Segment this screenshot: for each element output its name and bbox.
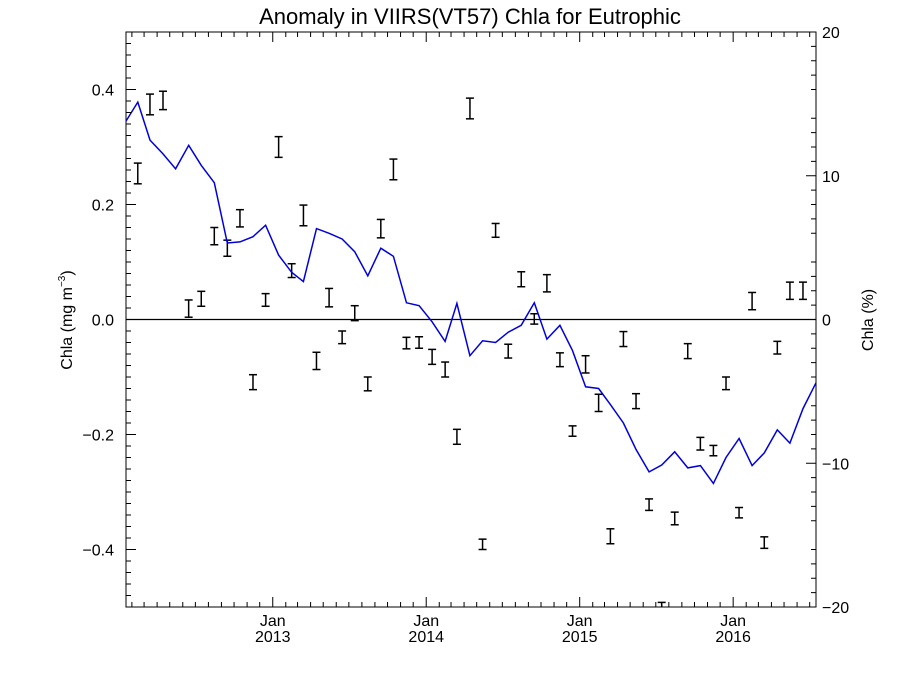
- left-tick-label: −0.4: [82, 543, 114, 560]
- plot-area: [125, 31, 817, 608]
- errorbar-point: [197, 290, 206, 308]
- left-axis-label: Chla (mg m−3): [57, 270, 76, 369]
- errorbar-point: [415, 336, 424, 349]
- left-axis-label-superscript: −3: [57, 275, 68, 287]
- errorbar-point: [696, 436, 705, 451]
- right-tick-label: −10: [822, 456, 849, 473]
- errorbar-point: [389, 158, 398, 181]
- errorbar-point: [235, 208, 244, 228]
- x-tick-year-label: 2014: [408, 629, 444, 646]
- errorbar-point: [606, 528, 615, 545]
- errorbar-point: [491, 222, 500, 239]
- x-tick-month-label: Jan: [720, 613, 746, 630]
- x-tick-month-label: Jan: [413, 613, 439, 630]
- errorbar-point: [760, 536, 769, 550]
- x-tick-month-label: Jan: [260, 613, 286, 630]
- errorbar-point: [773, 340, 782, 355]
- errorbar-point: [581, 354, 590, 374]
- left-tick-label: 0.4: [92, 83, 114, 100]
- errorbar-point: [159, 90, 168, 111]
- errorbar-point: [338, 330, 347, 345]
- x-tick-month-label: Jan: [567, 613, 593, 630]
- errorbar-point: [478, 538, 487, 551]
- errorbar-point: [670, 511, 679, 526]
- errorbar-point: [683, 342, 692, 360]
- errorbar-point: [210, 226, 219, 246]
- right-tick-label: 10: [822, 169, 840, 186]
- errorbar-point: [530, 313, 539, 325]
- right-axis: 20 10 0 −10 −20: [806, 25, 849, 617]
- errorbar-point: [722, 376, 731, 391]
- anomaly-series-line: [125, 100, 817, 485]
- errorbar-point: [248, 373, 257, 391]
- left-axis-label-base: Chla (mg m: [59, 287, 76, 370]
- left-axis: 0.4 0.2 0.0 −0.2 −0.4: [82, 31, 136, 608]
- x-tick-year-label: 2015: [562, 629, 598, 646]
- errorbar-point: [504, 343, 513, 359]
- errorbar-point: [555, 352, 564, 368]
- errorbar-point: [133, 162, 142, 185]
- errorbar-point: [402, 336, 411, 350]
- x-tick-year-label: 2016: [715, 629, 751, 646]
- errorbar-point: [312, 351, 321, 371]
- errorbar-point: [542, 273, 551, 293]
- right-axis-label: Chla (%): [860, 289, 877, 351]
- errorbar-point: [274, 135, 283, 159]
- errorbar-series: [133, 90, 807, 607]
- errorbar-point: [325, 287, 334, 308]
- right-tick-label: 0: [822, 313, 831, 330]
- errorbar-point: [363, 376, 372, 392]
- errorbar-point: [350, 304, 359, 322]
- left-tick-label: −0.2: [82, 428, 114, 445]
- errorbar-point: [798, 281, 807, 301]
- left-axis-label-close: ): [59, 270, 76, 275]
- errorbar-point: [632, 392, 641, 410]
- errorbar-point: [748, 291, 757, 311]
- errorbar-point: [145, 93, 154, 116]
- errorbar-point: [568, 425, 577, 437]
- errorbar-point: [709, 444, 718, 457]
- chart-title: Anomaly in VIIRS(VT57) Chla for Eutrophi…: [259, 4, 681, 29]
- errorbar-point: [452, 428, 461, 446]
- errorbar-point: [657, 601, 666, 607]
- errorbar-point: [261, 292, 270, 308]
- errorbar-point: [376, 218, 385, 239]
- errorbar-point: [287, 262, 296, 279]
- errorbar-point: [735, 506, 744, 519]
- errorbar-point: [428, 348, 437, 366]
- errorbar-point: [441, 361, 450, 378]
- left-tick-label: 0.0: [92, 313, 114, 330]
- right-tick-label: −20: [822, 600, 849, 617]
- right-tick-label: 20: [822, 25, 840, 42]
- errorbar-point: [619, 330, 628, 348]
- errorbar-point: [517, 271, 526, 288]
- errorbar-point: [465, 97, 474, 120]
- errorbar-point: [645, 498, 654, 512]
- errorbar-point: [785, 281, 794, 301]
- x-tick-year-label: 2013: [255, 629, 291, 646]
- errorbar-point: [184, 299, 193, 318]
- errorbar-point: [299, 204, 308, 227]
- errorbar-point: [594, 393, 603, 413]
- left-tick-label: 0.2: [92, 198, 114, 215]
